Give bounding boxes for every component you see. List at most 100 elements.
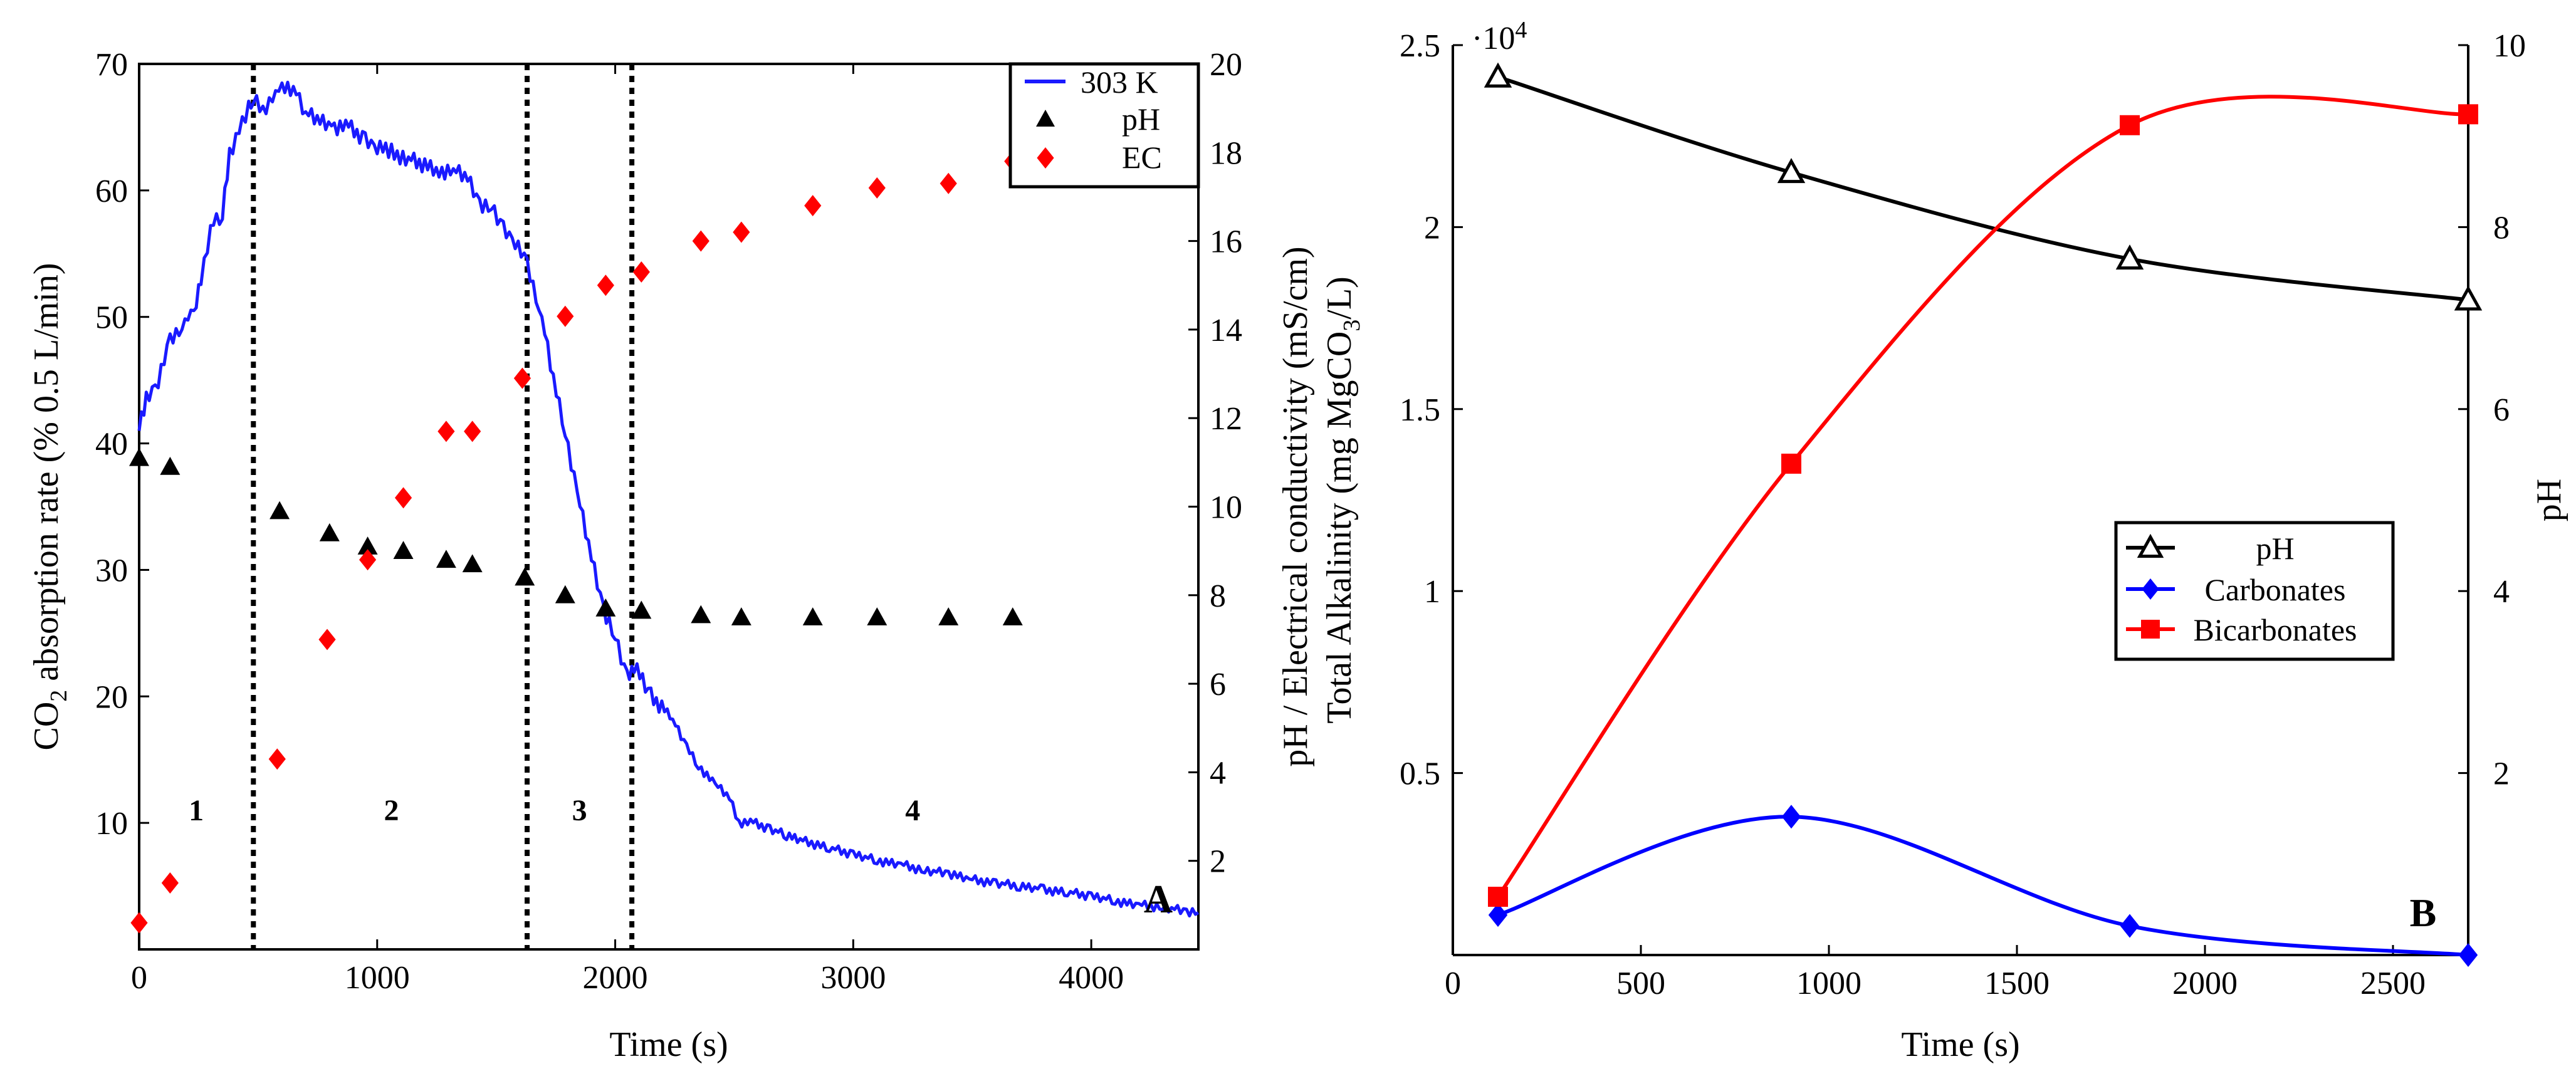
chart-a-yl-tick-label: 60 — [95, 174, 128, 209]
chart-a-ec-point — [513, 367, 531, 389]
chart-b-carbonates-point — [2458, 943, 2478, 967]
chart-b-x-tick-label: 2000 — [2172, 966, 2238, 1001]
chart-a-yr-tick-label: 8 — [1210, 578, 1226, 614]
chart-b-carbonates-point — [1488, 903, 1508, 927]
chart-a-ph-point — [270, 501, 290, 520]
chart-a-yr-tick-label: 20 — [1210, 47, 1242, 83]
chart-a-ph-point — [595, 598, 616, 617]
chart-a-ec-point — [318, 629, 336, 650]
chart-b-ylabel-right: pH — [2530, 479, 2568, 521]
chart-b-yr-tick-label: 8 — [2493, 210, 2510, 246]
chart-a: 0 1000 2000 3000 400010203040506070246810121… — [27, 47, 1315, 1064]
chart-b-bicarbonates-point — [1488, 887, 1508, 907]
chart-a-stage-label: 3 — [572, 794, 587, 827]
chart-b-yl-tick-label: 0.5 — [1400, 756, 1440, 792]
chart-b-ylabel-left: Total Alkalinity (mg MgCO3/L) — [1320, 276, 1365, 723]
chart-a-ec-point — [464, 420, 481, 442]
chart-a-ylabel-right: pH / Electrical conductivity (mS/cm) — [1276, 246, 1315, 766]
chart-a-ec-point — [632, 261, 650, 283]
chart-a-ec-point — [940, 172, 957, 194]
chart-b-x-tick-label: 2500 — [2360, 966, 2426, 1001]
chart-a-ph-point — [357, 536, 378, 555]
chart-b-series-ph-line — [1497, 75, 2469, 302]
chart-b-legend-marker-carbonates — [2142, 578, 2159, 600]
chart-b-x-tick-label: 0 — [1445, 966, 1461, 1001]
chart-b: 0 500 1000 1500 2000 2500 0.5 1 1.5 2 2.5 2 4 6 8 10 ·10… — [1320, 17, 2568, 1064]
chart-b-carbonates-point — [1781, 805, 1801, 829]
chart-a-ph-point — [555, 585, 575, 603]
chart-b-x-tick-label: 500 — [1616, 966, 1665, 1001]
chart-a-frame — [138, 63, 1200, 951]
chart-a-yl-tick-label: 70 — [95, 47, 128, 83]
chart-b-ph-point — [2454, 285, 2483, 311]
chart-a-ec-point — [268, 748, 286, 770]
chart-b-ph-point — [1484, 62, 1512, 88]
chart-b-x-tick-label: 1000 — [1796, 966, 1861, 1001]
chart-b-yr-tick-label: 6 — [2493, 392, 2510, 428]
chart-b-x-tick-label: 1500 — [1984, 966, 2050, 1001]
chart-a-stage-label: 2 — [384, 794, 399, 827]
chart-a-series-303k-line — [137, 80, 1200, 918]
chart-a-ph-point — [462, 554, 483, 573]
chart-a-yr-tick-label: 12 — [1210, 401, 1242, 437]
chart-a-legend-label-ec: EC — [1122, 140, 1162, 175]
chart-b-yl-tick-label: 1.5 — [1400, 392, 1440, 428]
chart-a-ec-point — [733, 221, 750, 243]
chart-a-ec-point — [359, 549, 377, 571]
chart-b-carbonates-point — [2120, 914, 2140, 938]
chart-a-ec-point — [161, 872, 179, 894]
chart-a-ph-point — [1002, 607, 1023, 625]
chart-a-ec-point — [868, 177, 886, 199]
chart-a-legend-marker-ph — [1036, 110, 1055, 127]
chart-b-legend-marker-ph — [2137, 533, 2164, 558]
chart-a-ph-point — [160, 456, 181, 475]
chart-a-legend-box — [1008, 62, 1200, 189]
chart-b-series-carbonates-line — [1497, 815, 2469, 957]
chart-a-ph-point — [393, 541, 414, 559]
chart-a-ec-point — [692, 230, 709, 252]
chart-a-yr-tick-label: 16 — [1210, 224, 1242, 260]
chart-a-ph-point — [631, 600, 652, 619]
chart-a-x-tick-label: 1000 — [345, 960, 410, 996]
chart-a-ec-point — [804, 195, 822, 217]
chart-a-ph-point — [515, 567, 535, 586]
chart-a-legend-label-303k: 303 K — [1081, 65, 1158, 100]
chart-a-ec-point — [394, 487, 412, 509]
chart-a-stage-label: 1 — [189, 794, 204, 827]
chart-a-yl-tick-label: 20 — [95, 679, 128, 715]
chart-b-yr-tick-label: 2 — [2493, 756, 2510, 792]
chart-a-x-tick-label: 4000 — [1059, 960, 1124, 996]
chart-a-ph-point — [436, 550, 456, 568]
chart-a-xlabel: Time (s) — [609, 1025, 728, 1064]
chart-a-stage-label: 4 — [905, 794, 920, 827]
chart-b-legend-marker-bicarbonates — [2141, 620, 2160, 639]
chart-a-yl-tick-label: 10 — [95, 806, 128, 842]
chart-a-x-tick-label: 2000 — [583, 960, 648, 996]
chart-a-yr-tick-label: 10 — [1210, 490, 1242, 526]
chart-b-panel-letter: B — [2410, 890, 2437, 935]
chart-b-ph-point — [1777, 158, 1806, 184]
chart-a-ec-point — [437, 420, 455, 442]
chart-a-yl-tick-label: 30 — [95, 553, 128, 588]
chart-a-ph-point — [691, 605, 711, 624]
chart-a-legend-marker-ec — [1037, 147, 1054, 169]
chart-a-yr-tick-label: 14 — [1210, 313, 1242, 348]
chart-a-panel-letter: A — [1144, 877, 1173, 921]
chart-a-ylabel-left: CO2 absorption rate (% 0.5 L/min) — [27, 263, 72, 751]
chart-b-ph-point — [2115, 244, 2144, 270]
chart-b-bicarbonates-point — [2458, 104, 2478, 125]
chart-b-legend-label-bicarbonates: Bicarbonates — [2193, 612, 2357, 647]
chart-a-ph-point — [802, 607, 823, 625]
chart-b-legend: pH Carbonates Bicarbonates — [2114, 521, 2395, 661]
chart-a-legend-label-ph: pH — [1122, 102, 1160, 137]
chart-a-yl-tick-label: 40 — [95, 427, 128, 462]
chart-a-yr-tick-label: 4 — [1210, 755, 1226, 791]
chart-a-ph-point — [129, 447, 149, 466]
chart-a-yr-tick-label: 6 — [1210, 667, 1226, 702]
chart-b-exponent-label: ·104 — [1472, 17, 1527, 56]
chart-a-ec-point — [597, 274, 614, 296]
chart-b-legend-label-ph: pH — [2256, 531, 2294, 566]
